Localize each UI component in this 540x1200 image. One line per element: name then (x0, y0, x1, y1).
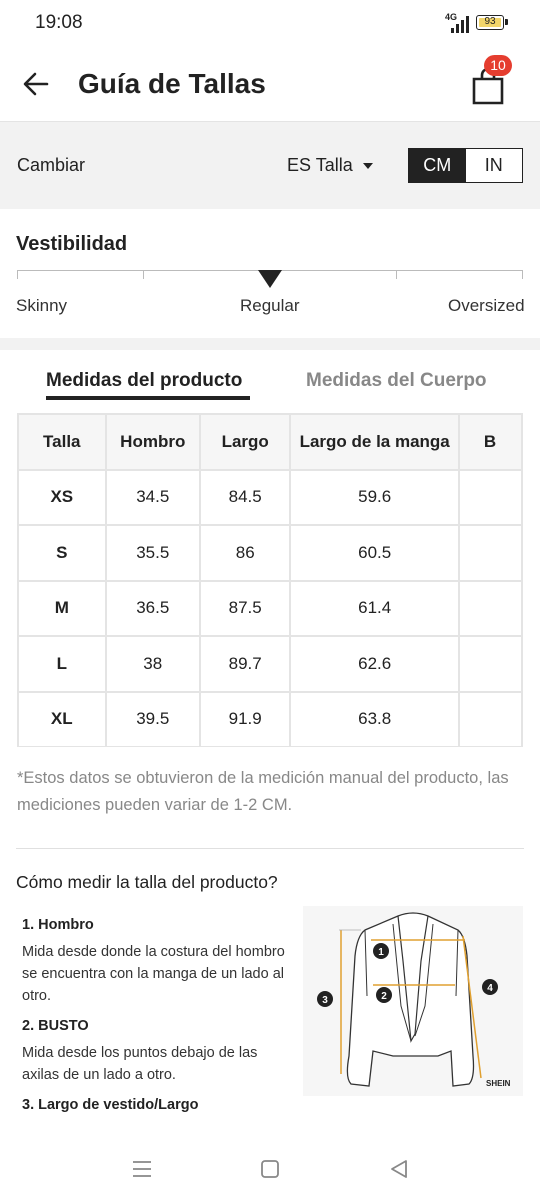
caret-down-icon (362, 162, 373, 169)
marker-2-icon: 2 (376, 987, 392, 1003)
fit-label-oversized: Oversized (448, 296, 525, 315)
measure-heading: 2. BUSTO (22, 1018, 89, 1034)
header-largo-manga: Largo de la manga (289, 413, 460, 471)
table-row: XS 34.5 84.5 59.6 (17, 468, 523, 526)
size-cell: XL (17, 690, 107, 747)
home-icon (261, 1160, 279, 1178)
size-cell: M (17, 579, 107, 637)
marker-1-icon: 1 (373, 943, 389, 959)
cart-count-badge: 10 (484, 55, 512, 76)
table-cell: 60.5 (289, 524, 460, 582)
header-busto-partial: B (457, 413, 523, 471)
size-table: Talla Hombro Largo Largo de la manga B X… (17, 413, 523, 747)
brand-watermark: SHEIN (486, 1079, 511, 1088)
unit-in-button[interactable]: IN (465, 149, 522, 182)
table-cell: 34.5 (104, 468, 201, 526)
back-triangle-icon (391, 1160, 407, 1178)
how-to-measure-title: Cómo medir la talla del producto? (16, 872, 278, 892)
table-cell (457, 579, 523, 637)
status-bar: 19:08 4G 93 (0, 0, 540, 46)
fit-scale (17, 270, 523, 288)
table-cell (457, 635, 523, 693)
size-system-value: ES Talla (287, 155, 353, 175)
table-cell: 35.5 (104, 524, 201, 582)
fit-label-regular: Regular (240, 296, 300, 315)
table-cell: 87.5 (198, 579, 292, 637)
table-cell (457, 524, 523, 582)
table-row: M 36.5 87.5 61.4 (17, 579, 523, 637)
size-system-dropdown[interactable]: ES Talla (287, 155, 373, 176)
table-cell: 59.6 (289, 468, 460, 526)
signal-icon: 4G (442, 12, 470, 33)
fit-title: Vestibilidad (16, 233, 128, 255)
size-cell: XS (17, 468, 107, 526)
tab-product-measurements[interactable]: Medidas del producto (46, 370, 243, 391)
measurement-tabs: Medidas del producto Medidas del Cuerpo (0, 350, 540, 408)
table-cell: 89.7 (198, 635, 292, 693)
table-row: S 35.5 86 60.5 (17, 524, 523, 582)
back-arrow-icon (23, 72, 49, 96)
header-hombro: Hombro (104, 413, 201, 471)
header-talla: Talla (17, 413, 107, 471)
divider (16, 848, 524, 849)
back-nav-button[interactable] (384, 1154, 414, 1184)
table-cell: 39.5 (104, 690, 201, 747)
jacket-illustration: 1 2 3 4 SHEIN (317, 912, 511, 1088)
jacket-diagram: 1 2 3 4 SHEIN (303, 906, 523, 1096)
size-table-container[interactable]: Talla Hombro Largo Largo de la manga B X… (17, 413, 523, 747)
size-settings-bar: Cambiar ES Talla CM IN (0, 121, 540, 209)
measurement-note: *Estos datos se obtuvieron de la medició… (17, 769, 509, 814)
table-cell (457, 468, 523, 526)
measure-item: 3. Largo de vestido/Largo (22, 1096, 290, 1114)
marker-4-icon: 4 (482, 979, 498, 995)
header-largo: Largo (198, 413, 292, 471)
unit-toggle: CM IN (408, 148, 523, 183)
measure-item: 1. Hombro Mida desde donde la costura de… (22, 916, 290, 1007)
home-nav-button[interactable] (255, 1154, 285, 1184)
back-button[interactable] (16, 64, 56, 104)
table-cell: 62.6 (289, 635, 460, 693)
network-type: 4G (445, 12, 458, 22)
measure-instructions: 1. Hombro Mida desde donde la costura de… (22, 916, 290, 1124)
fit-section: Vestibilidad Skinny Regular Oversized (0, 210, 540, 338)
tab-body-measurements[interactable]: Medidas del Cuerpo (306, 370, 487, 391)
table-cell: 38 (104, 635, 201, 693)
marker-3-icon: 3 (317, 991, 333, 1007)
svg-text:3: 3 (322, 995, 328, 1006)
measure-heading: 1. Hombro (22, 917, 94, 933)
table-cell (457, 690, 523, 747)
size-cell: L (17, 635, 107, 693)
table-row: XL 39.5 91.9 63.8 (17, 690, 523, 747)
measure-heading: 3. Largo de vestido/Largo (22, 1097, 199, 1113)
page-title: Guía de Tallas (78, 68, 266, 99)
table-cell: 86 (198, 524, 292, 582)
svg-text:1: 1 (378, 947, 384, 958)
measure-text: Mida desde los puntos debajo de las axil… (22, 1045, 258, 1083)
battery-icon: 93 (476, 15, 508, 30)
system-nav-bar (0, 1136, 540, 1200)
measure-item: 2. BUSTO Mida desde los puntos debajo de… (22, 1017, 290, 1086)
battery-level: 93 (484, 16, 496, 27)
section-gap (0, 338, 540, 350)
table-row: L 38 89.7 62.6 (17, 635, 523, 693)
table-cell: 84.5 (198, 468, 292, 526)
menu-icon (133, 1161, 151, 1177)
menu-nav-button[interactable] (127, 1154, 157, 1184)
table-header-row: Talla Hombro Largo Largo de la manga B (17, 413, 523, 471)
table-cell: 61.4 (289, 579, 460, 637)
table-cell: 63.8 (289, 690, 460, 747)
fit-marker-icon (258, 270, 282, 288)
unit-cm-button[interactable]: CM (409, 149, 466, 182)
size-cell: S (17, 524, 107, 582)
cambiar-label: Cambiar (17, 155, 86, 175)
measure-text: Mida desde donde la costura del hombro s… (22, 944, 285, 1004)
active-tab-indicator (46, 396, 250, 400)
table-cell: 36.5 (104, 579, 201, 637)
status-time: 19:08 (35, 12, 83, 33)
svg-text:2: 2 (381, 991, 387, 1002)
svg-text:4: 4 (487, 983, 493, 994)
app-header: Guía de Tallas 10 (0, 46, 540, 120)
fit-label-skinny: Skinny (16, 296, 68, 315)
table-cell: 91.9 (198, 690, 292, 747)
